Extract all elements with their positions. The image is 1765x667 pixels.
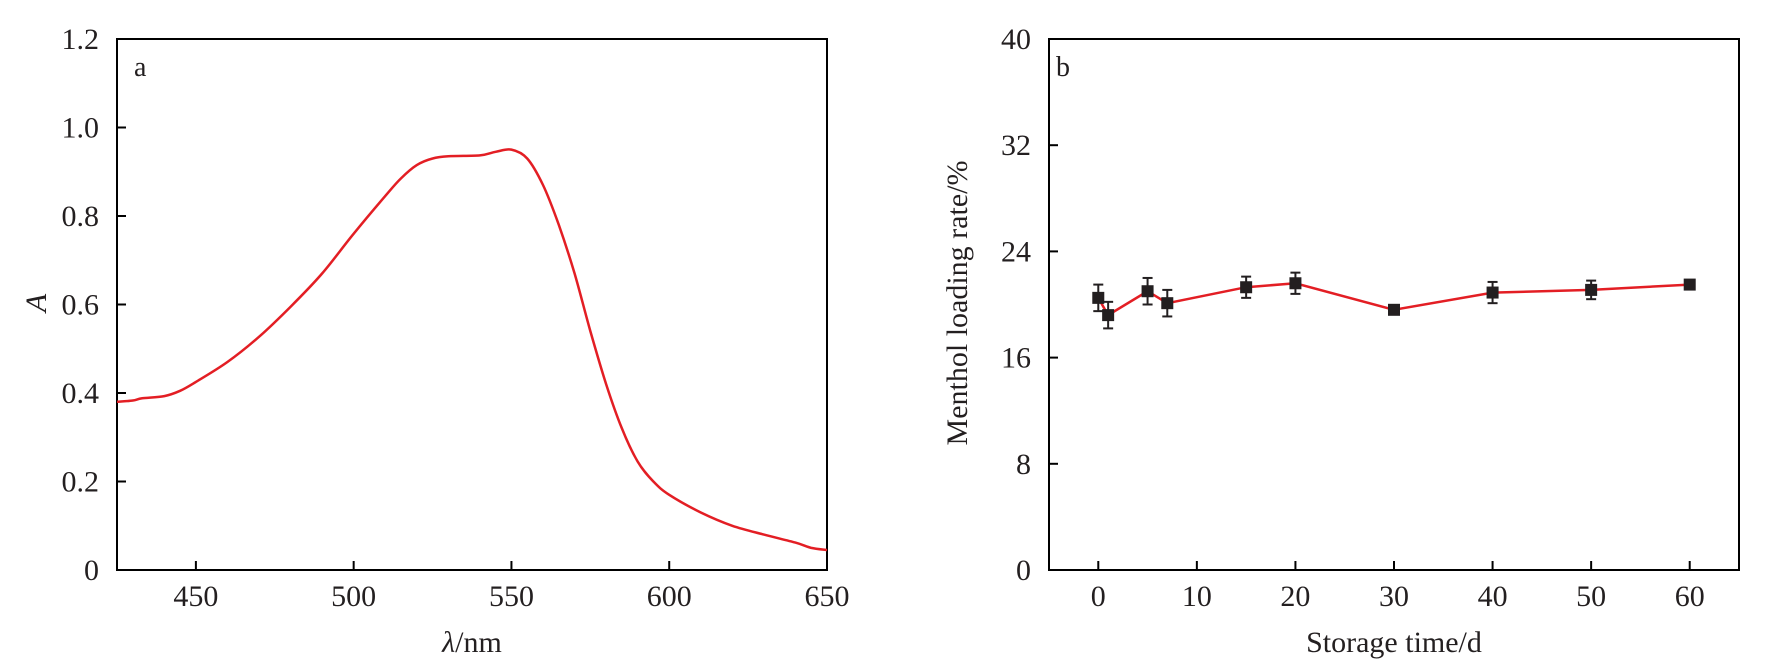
panel-b-y-axis-title: Menthol loading rate/%: [941, 161, 974, 446]
x-tick-label: 60: [1675, 580, 1705, 613]
y-tick-label: 0.2: [62, 466, 100, 499]
data-point-marker: [1585, 283, 1598, 296]
panel-b-loading-rate-line: [1097, 282, 1690, 317]
panel-a-x-axis-title: λ/nm: [441, 626, 502, 659]
panel-b-label: b: [1056, 52, 1070, 83]
x-tick-label: 30: [1379, 580, 1409, 613]
x-tick-label: 0: [1091, 580, 1106, 613]
panel-b-data-points: [1092, 271, 1696, 330]
x-tick-label: 50: [1576, 580, 1606, 613]
data-point-marker: [1240, 281, 1253, 294]
y-tick-label: 0.6: [62, 289, 100, 322]
panel-b-chart: b 0 10 20 30 40 50 60 0 8 16 24 32 40 Storage time/d…: [941, 23, 1740, 659]
panel-b-x-axis-title: Storage time/d: [1306, 626, 1482, 659]
x-tick-label: 550: [489, 580, 534, 613]
panel-a-absorbance-curve: [116, 148, 828, 552]
panel-a-chart: a 450 500 550 600 650 0 0.2 0.4 0.6 0.8 1.0 1.2 λ/n…: [20, 23, 850, 659]
panel-a-plot-frame: [116, 38, 828, 571]
y-tick-label: 8: [1016, 448, 1031, 481]
x-tick-label: 650: [805, 580, 850, 613]
x-tick-label: 20: [1280, 580, 1310, 613]
x-tick-label: 500: [331, 580, 376, 613]
x-tick-label: 450: [173, 580, 218, 613]
data-point-marker: [1092, 291, 1105, 304]
panel-a-y-axis-title: A: [20, 293, 53, 314]
y-tick-label: 16: [1001, 342, 1031, 375]
x-tick-label: 40: [1478, 580, 1508, 613]
y-tick-label: 24: [1001, 235, 1031, 268]
panel-a-label: a: [134, 52, 147, 83]
data-point-marker: [1141, 285, 1154, 298]
y-tick-label: 0: [1016, 554, 1031, 587]
y-tick-label: 1.0: [62, 112, 100, 145]
y-tick-label: 1.2: [62, 23, 100, 56]
data-point-marker: [1388, 303, 1400, 316]
data-point-marker: [1683, 278, 1696, 291]
data-point-marker: [1289, 277, 1302, 290]
panel-b-ticks: 0 10 20 30 40 50 60 0 8 16 24 32 40: [1001, 23, 1705, 613]
data-point-marker: [1102, 309, 1115, 322]
y-tick-label: 0: [84, 554, 99, 587]
x-tick-label: 10: [1182, 580, 1212, 613]
y-tick-label: 0.8: [62, 200, 100, 233]
y-tick-label: 40: [1001, 23, 1031, 56]
y-tick-label: 32: [1001, 129, 1031, 162]
panel-a-ticks: 450 500 550 600 650 0 0.2 0.4 0.6 0.8 1.0 1.2: [62, 23, 850, 613]
y-tick-label: 0.4: [62, 377, 100, 410]
x-tick-label: 600: [647, 580, 692, 613]
data-point-marker: [1161, 297, 1174, 310]
data-point-marker: [1486, 286, 1499, 299]
